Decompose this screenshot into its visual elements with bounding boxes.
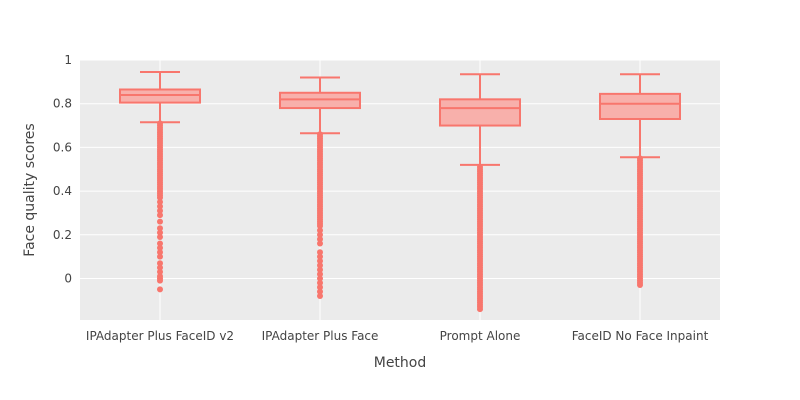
y-axis-title: Face quality scores: [22, 123, 38, 256]
iqr-box: [439, 98, 521, 127]
outlier-point: [157, 260, 163, 267]
outlier-point: [637, 282, 643, 289]
outlier-point: [317, 240, 323, 247]
outlier-point: [477, 306, 483, 313]
outlier-point: [317, 275, 323, 282]
outlier-point: [317, 284, 323, 291]
y-tick-label: 0: [64, 271, 72, 285]
outlier-point: [157, 268, 163, 275]
y-tick-label: 0.6: [53, 140, 72, 154]
outlier-point: [317, 262, 323, 269]
x-tick-label: Prompt Alone: [440, 329, 521, 343]
outlier-point: [317, 288, 323, 295]
box-1: [119, 71, 201, 293]
box-plot-marks: [119, 71, 681, 313]
outlier-point: [157, 207, 163, 214]
iqr-box: [279, 91, 361, 110]
x-axis-title: Method: [374, 355, 427, 371]
outlier-point: [317, 271, 323, 278]
outlier-point: [317, 279, 323, 286]
outlier-point: [157, 194, 163, 201]
y-tick-label: 0.2: [53, 228, 72, 242]
outlier-point: [157, 229, 163, 236]
x-tick-label: IPAdapter Plus Face: [262, 329, 379, 343]
outlier-point: [157, 203, 163, 210]
box-4: [599, 73, 681, 289]
outlier-point: [317, 249, 323, 256]
y-tick-label: 0.4: [53, 184, 72, 198]
iqr-box: [599, 92, 681, 120]
outlier-point: [317, 292, 323, 299]
outlier-point: [317, 253, 323, 260]
outlier-point: [317, 236, 323, 243]
outlier-point: [157, 212, 163, 219]
iqr-box: [119, 88, 201, 104]
box-3: [439, 73, 521, 313]
outlier-point: [317, 223, 323, 230]
outlier-point: [157, 233, 163, 240]
outlier-point: [317, 227, 323, 234]
outlier-point: [317, 258, 323, 265]
x-axis-ticks: IPAdapter Plus FaceID v2 IPAdapter Plus F…: [86, 329, 709, 343]
outlier-point: [157, 199, 163, 206]
outlier-point: [157, 218, 163, 225]
outlier-point: [157, 253, 163, 260]
outlier-point: [157, 225, 163, 232]
outlier-point: [157, 240, 163, 247]
outlier-point: [157, 264, 163, 271]
x-tick-label: IPAdapter Plus FaceID v2: [86, 329, 234, 343]
outlier-point: [157, 286, 163, 293]
x-tick-label: FaceID No Face Inpaint: [572, 329, 709, 343]
box-2: [279, 76, 361, 299]
outlier-point: [157, 277, 163, 284]
y-tick-label: 1: [64, 53, 72, 67]
y-axis-ticks: 0 0.2 0.4 0.6 0.8 1: [53, 53, 72, 285]
outlier-point: [157, 249, 163, 256]
y-tick-label: 0.8: [53, 97, 72, 111]
outlier-point: [157, 244, 163, 251]
outlier-point: [317, 266, 323, 273]
outlier-point: [317, 231, 323, 238]
